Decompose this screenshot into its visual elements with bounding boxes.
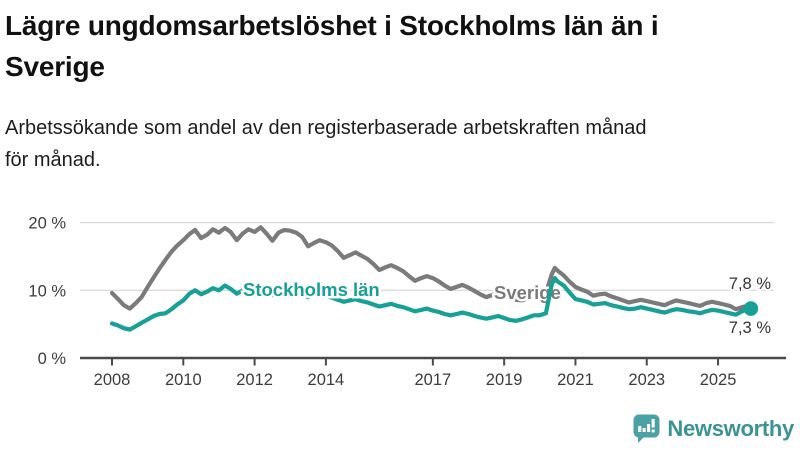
newsworthy-logo: Newsworthy xyxy=(633,414,794,444)
y-tick-label: 10 % xyxy=(28,282,66,300)
series-line-sverige xyxy=(109,225,753,312)
x-tick-label: 2017 xyxy=(414,371,451,389)
x-tick-label: 2023 xyxy=(628,371,665,389)
bar-2 xyxy=(643,428,647,432)
series-label: Stockholms län xyxy=(243,279,380,300)
x-tick-label: 2012 xyxy=(236,371,273,389)
speech-bubble-tail xyxy=(638,435,647,443)
bar-chart-speech-bubble-icon xyxy=(633,414,660,443)
exclamation-bar xyxy=(652,419,656,428)
x-tick-label: 2010 xyxy=(165,371,202,389)
bar-1 xyxy=(638,426,642,432)
x-tick-label: 2021 xyxy=(557,371,594,389)
y-tick-label: 0 % xyxy=(38,350,67,368)
latest-value-label: 7,3 % xyxy=(729,319,772,337)
page-title: Lägre ungdomsarbetslöshet i Stockholms l… xyxy=(5,10,659,82)
y-tick-label: 20 % xyxy=(28,215,66,233)
latest-value-label: 7,8 % xyxy=(729,275,772,293)
exclamation-dot xyxy=(652,429,656,433)
x-tick-label: 2025 xyxy=(700,371,737,389)
series-line-stockholms-l-n xyxy=(109,276,753,332)
chart-subtitle: Arbetssökande som andel av den registerb… xyxy=(5,117,647,171)
bar-3 xyxy=(647,424,651,432)
latest-value-dot xyxy=(743,301,759,316)
x-tick-label: 2008 xyxy=(94,371,131,389)
x-tick-label: 2019 xyxy=(486,371,523,389)
newsworthy-wordmark: Newsworthy xyxy=(667,416,794,441)
speech-bubble xyxy=(633,414,660,438)
x-tick-label: 2014 xyxy=(308,371,345,389)
